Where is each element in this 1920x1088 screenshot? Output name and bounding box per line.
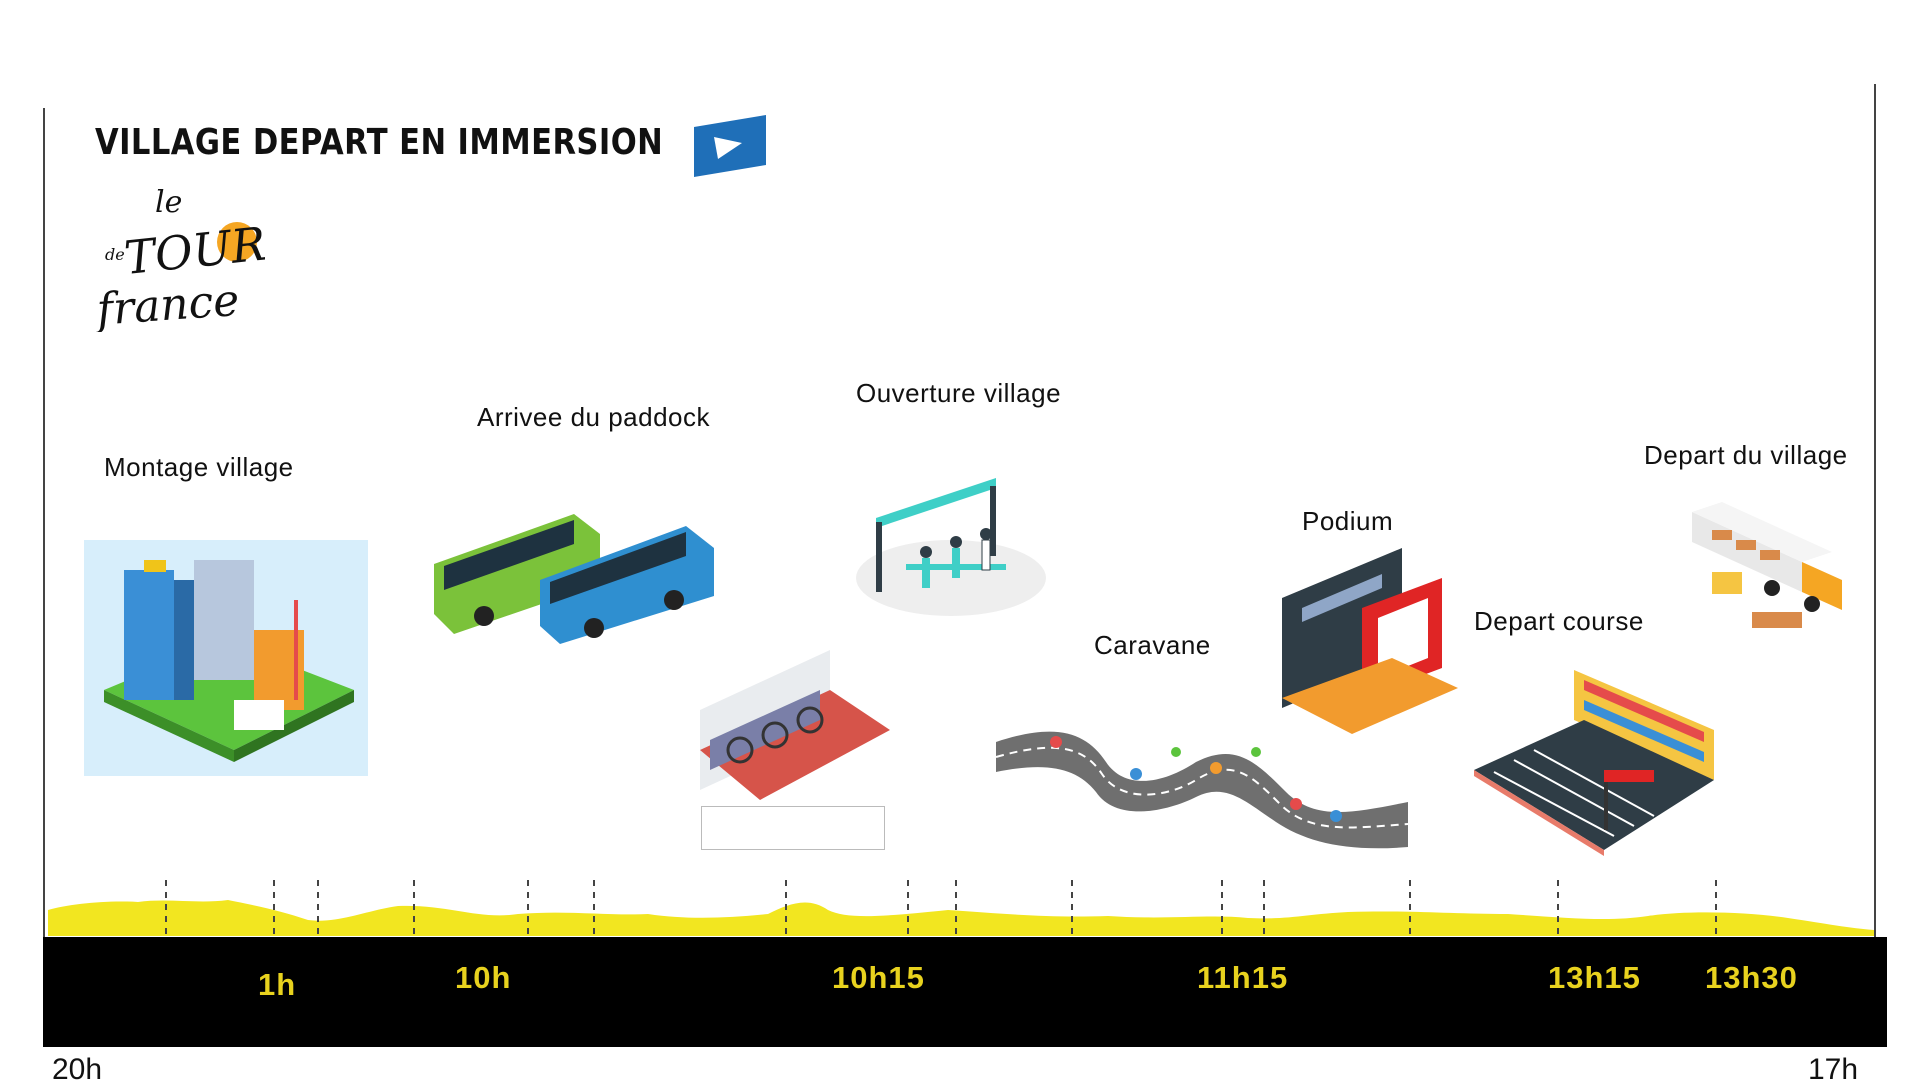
timeline-end-label: 17h bbox=[1808, 1053, 1859, 1086]
event-label-depart-village: Depart du village bbox=[1644, 440, 1848, 470]
city-construction-illustration bbox=[84, 540, 368, 776]
buses-illustration bbox=[434, 514, 714, 644]
frame-right-line bbox=[1874, 84, 1876, 940]
page-title: VILLAGE DEPART EN IMMERSION bbox=[95, 122, 664, 163]
ribbon-cutting-illustration bbox=[856, 478, 1046, 616]
timeline-bar: 1h 10h 10h15 11h15 13h15 13h30 bbox=[43, 937, 1887, 1047]
logo-text-france: france bbox=[95, 275, 241, 332]
tour-de-france-logo: le de TOUR france bbox=[95, 185, 265, 332]
elevation-profile bbox=[48, 880, 1874, 936]
logo-text-de: de bbox=[105, 245, 125, 264]
blank-text-box bbox=[701, 806, 885, 850]
tick-label-1h: 1h bbox=[258, 967, 297, 1002]
frame-left-line bbox=[43, 108, 45, 940]
caravan-road-illustration bbox=[996, 731, 1408, 849]
truck-forklift-illustration bbox=[1692, 502, 1842, 628]
event-label-caravane: Caravane bbox=[1094, 630, 1211, 660]
bike-shop-illustration bbox=[700, 650, 890, 800]
tick-label-13h30: 13h30 bbox=[1705, 960, 1798, 995]
event-label-depart-course: Depart course bbox=[1474, 606, 1644, 636]
event-label-montage: Montage village bbox=[104, 452, 294, 482]
event-label-podium: Podium bbox=[1302, 506, 1394, 536]
logo-text-tour: TOUR bbox=[122, 217, 265, 286]
play-logo-icon[interactable] bbox=[690, 113, 770, 179]
event-label-paddock: Arrivee du paddock bbox=[477, 402, 711, 432]
tick-label-11h15: 11h15 bbox=[1197, 960, 1289, 995]
stage-podium-illustration bbox=[1282, 548, 1458, 734]
event-label-ouverture: Ouverture village bbox=[856, 378, 1062, 408]
timeline-start-label: 20h bbox=[52, 1053, 103, 1086]
tick-label-10h: 10h bbox=[455, 960, 512, 995]
logo-text-le: le bbox=[155, 185, 182, 220]
tick-label-10h15: 10h15 bbox=[832, 960, 925, 995]
tick-label-13h15: 13h15 bbox=[1548, 960, 1641, 995]
race-track-stands-illustration bbox=[1474, 670, 1714, 856]
